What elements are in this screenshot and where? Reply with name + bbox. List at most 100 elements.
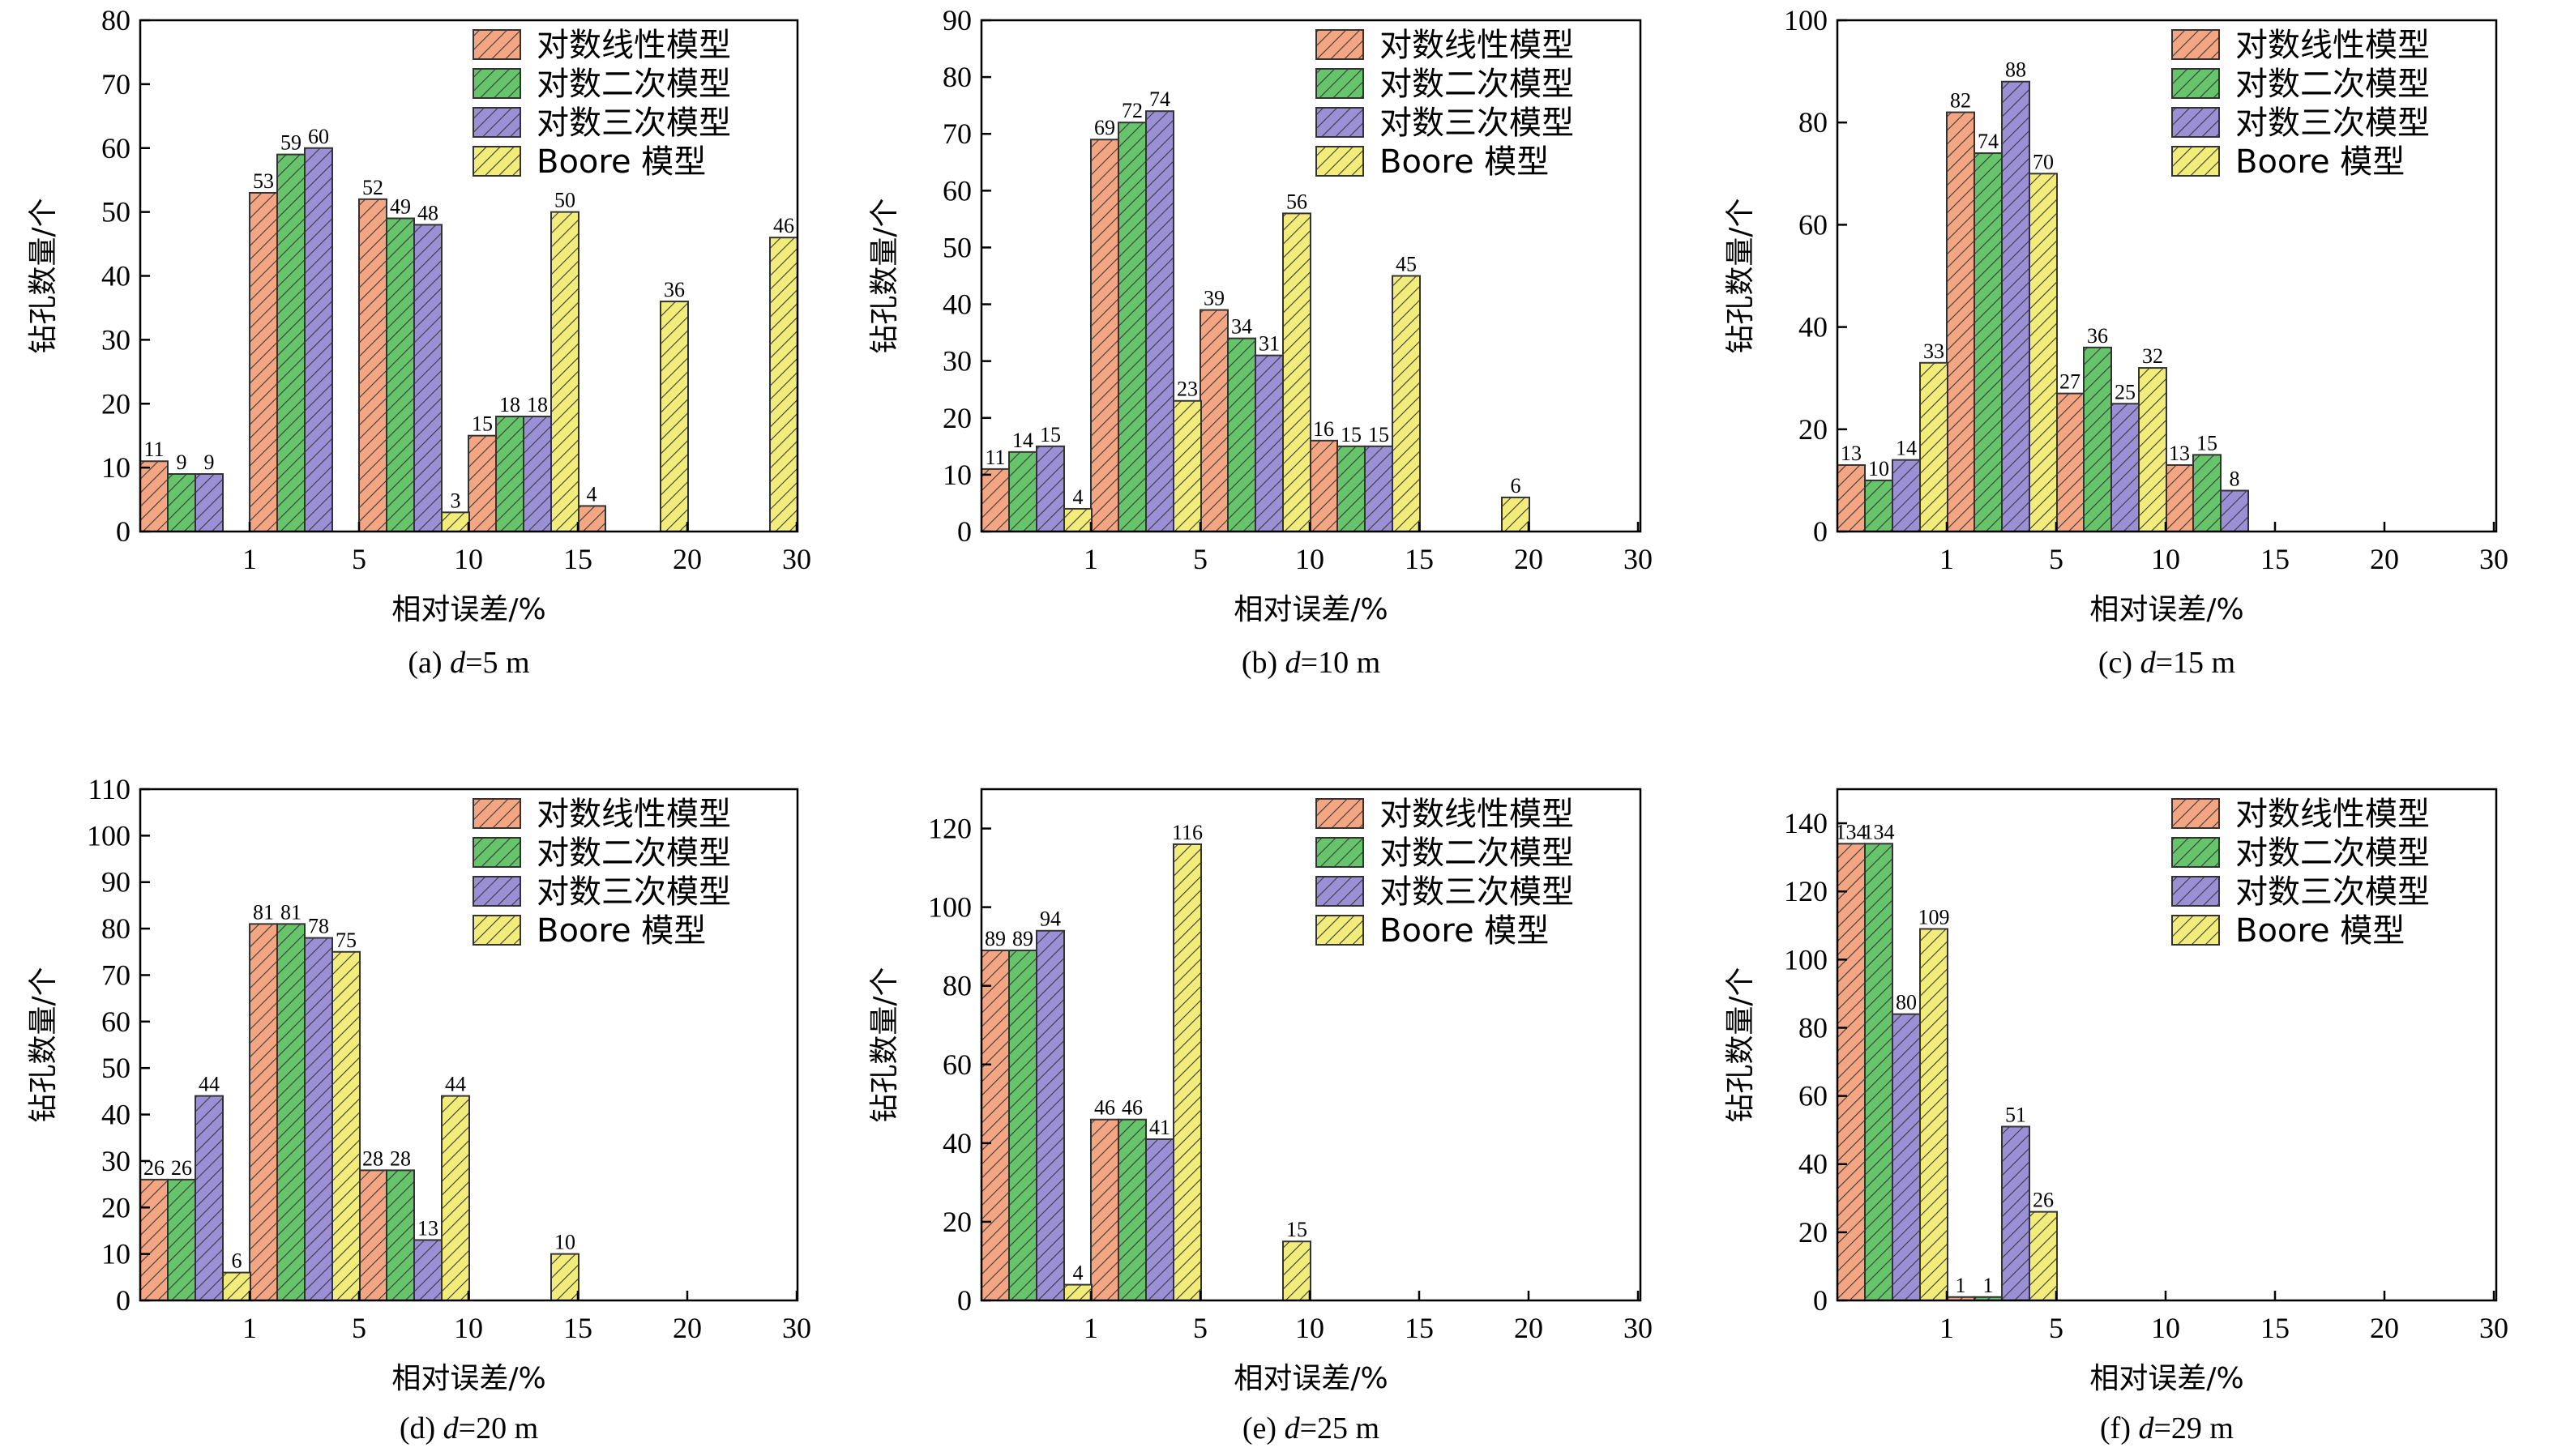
data-label-cubic-3: 18: [527, 393, 548, 416]
legend-swatch-cubic: [473, 107, 521, 138]
bar-cubic-0: [195, 473, 224, 533]
bar-quadratic-2: [1227, 337, 1256, 532]
legend-swatch-quadratic: [2171, 68, 2220, 99]
y-tick-label: 20: [101, 1191, 130, 1223]
bar-boore-2: [2138, 367, 2167, 532]
bar-cubic-0: [1036, 445, 1065, 532]
y-tick-label: 70: [101, 959, 130, 991]
bar-boore-1: [1173, 843, 1202, 1301]
bar-linear-3: [2165, 463, 2194, 532]
bar-boore-4: [660, 301, 689, 532]
bar-boore-1: [2029, 1210, 2058, 1302]
x-tick-label: 10: [1295, 543, 1324, 575]
data-label-quadratic-3: 15: [2196, 431, 2217, 455]
bar-quadratic-1: [276, 923, 306, 1301]
y-tick-label: 60: [101, 132, 130, 164]
y-tick-label: 20: [943, 402, 972, 434]
legend-swatch-cubic: [1315, 876, 1364, 907]
axes-frame: [980, 788, 1642, 1302]
x-tick-label: 5: [1193, 543, 1208, 575]
bar-linear-1: [1090, 1118, 1119, 1301]
data-label-boore-4: 36: [664, 278, 685, 301]
legend-swatch-linear: [473, 29, 521, 60]
bar-cubic-2: [413, 1239, 443, 1301]
data-label-quadratic-1: 1: [1983, 1274, 1994, 1297]
bar-boore-5: [769, 237, 798, 532]
y-tick-label: 100: [928, 891, 972, 924]
x-tick-label: 5: [352, 543, 366, 575]
bar-quadratic-0: [1864, 479, 1893, 533]
legend-swatch-cubic: [473, 876, 521, 907]
data-label-linear-2: 27: [2059, 370, 2080, 394]
legend-swatch-quadratic: [473, 68, 521, 99]
data-label-linear-2: 52: [362, 176, 383, 199]
y-tick-label: 50: [101, 196, 130, 228]
bar-boore-1: [331, 950, 361, 1301]
data-label-linear-1: 81: [253, 900, 274, 924]
data-label-linear-0: 11: [143, 438, 164, 461]
data-label-quadratic-3: 18: [499, 393, 520, 416]
x-tick-label: 20: [2370, 1312, 2399, 1344]
panel-caption: (b) d=10 m: [1242, 646, 1380, 680]
data-label-boore-3: 50: [554, 189, 575, 212]
data-label-quadratic-0: 134: [1863, 820, 1895, 843]
y-tick-label: 100: [87, 819, 130, 852]
bar-boore-2: [1282, 1240, 1311, 1301]
data-label-linear-2: 28: [362, 1146, 383, 1170]
data-label-linear-0: 26: [143, 1156, 165, 1180]
bar-quadratic-2: [2083, 346, 2112, 532]
x-tick-label: 20: [1514, 1312, 1543, 1344]
y-tick-label: 30: [101, 323, 130, 356]
bar-quadratic-0: [1008, 950, 1037, 1301]
y-axis-title: 钻孔数量/个: [27, 198, 60, 353]
data-label-cubic-0: 9: [204, 450, 215, 474]
x-tick-label: 20: [2370, 543, 2399, 575]
bar-boore-2: [441, 511, 470, 533]
panel-caption: (d) d=20 m: [400, 1411, 538, 1445]
y-tick-label: 0: [116, 1284, 130, 1317]
bar-boore-3: [550, 211, 579, 532]
chart-panel-1: 1169391614723415157431154235645601020304…: [868, 4, 1653, 680]
x-tick-label: 20: [673, 1312, 702, 1344]
y-tick-label: 80: [101, 4, 130, 36]
x-axis-title: 相对误差/%: [1234, 1362, 1388, 1395]
data-label-cubic-0: 94: [1040, 907, 1061, 931]
x-tick-label: 30: [2479, 1312, 2508, 1344]
y-tick-label: 100: [1784, 4, 1828, 36]
bar-cubic-0: [1892, 1013, 1921, 1301]
legend-label-boore: Boore 模型: [1379, 912, 1549, 950]
legend-label-boore: Boore 模型: [537, 912, 706, 950]
axes-frame: [1836, 19, 2498, 533]
bar-cubic-0: [195, 1095, 224, 1301]
legend-swatch-quadratic: [2171, 837, 2220, 868]
bar-boore-2: [441, 1095, 470, 1301]
bar-boore-2: [1282, 212, 1311, 532]
legend-label-quadratic: 对数二次模型: [537, 66, 731, 103]
bar-linear-3: [468, 434, 497, 532]
bar-linear-2: [1200, 309, 1229, 532]
data-label-cubic-0: 14: [1896, 437, 1917, 460]
bar-quadratic-0: [167, 1178, 196, 1301]
data-label-cubic-2: 25: [2115, 380, 2136, 403]
y-tick-label: 10: [943, 459, 972, 491]
legend-label-linear: 对数线性模型: [2235, 27, 2430, 64]
data-label-quadratic-0: 26: [171, 1156, 192, 1180]
x-tick-label: 5: [2049, 1312, 2063, 1344]
data-label-cubic-1: 51: [2005, 1103, 2026, 1126]
bar-linear-3: [1309, 439, 1338, 532]
legend-swatch-boore: [2171, 915, 2220, 946]
legend-label-boore: Boore 模型: [1379, 143, 1549, 181]
legend-swatch-boore: [473, 146, 521, 177]
legend-swatch-cubic: [1315, 107, 1364, 138]
data-label-quadratic-2: 34: [1231, 315, 1252, 339]
data-label-boore-4: 6: [1511, 474, 1521, 497]
legend-swatch-boore: [2171, 146, 2220, 177]
y-axis-title: 钻孔数量/个: [1724, 967, 1757, 1122]
x-tick-label: 1: [1939, 543, 1954, 575]
legend-swatch-quadratic: [473, 837, 521, 868]
data-label-boore-1: 26: [2033, 1189, 2054, 1212]
y-tick-label: 80: [943, 970, 972, 1002]
bar-boore-4: [1501, 496, 1530, 533]
y-tick-label: 80: [1798, 1011, 1828, 1044]
